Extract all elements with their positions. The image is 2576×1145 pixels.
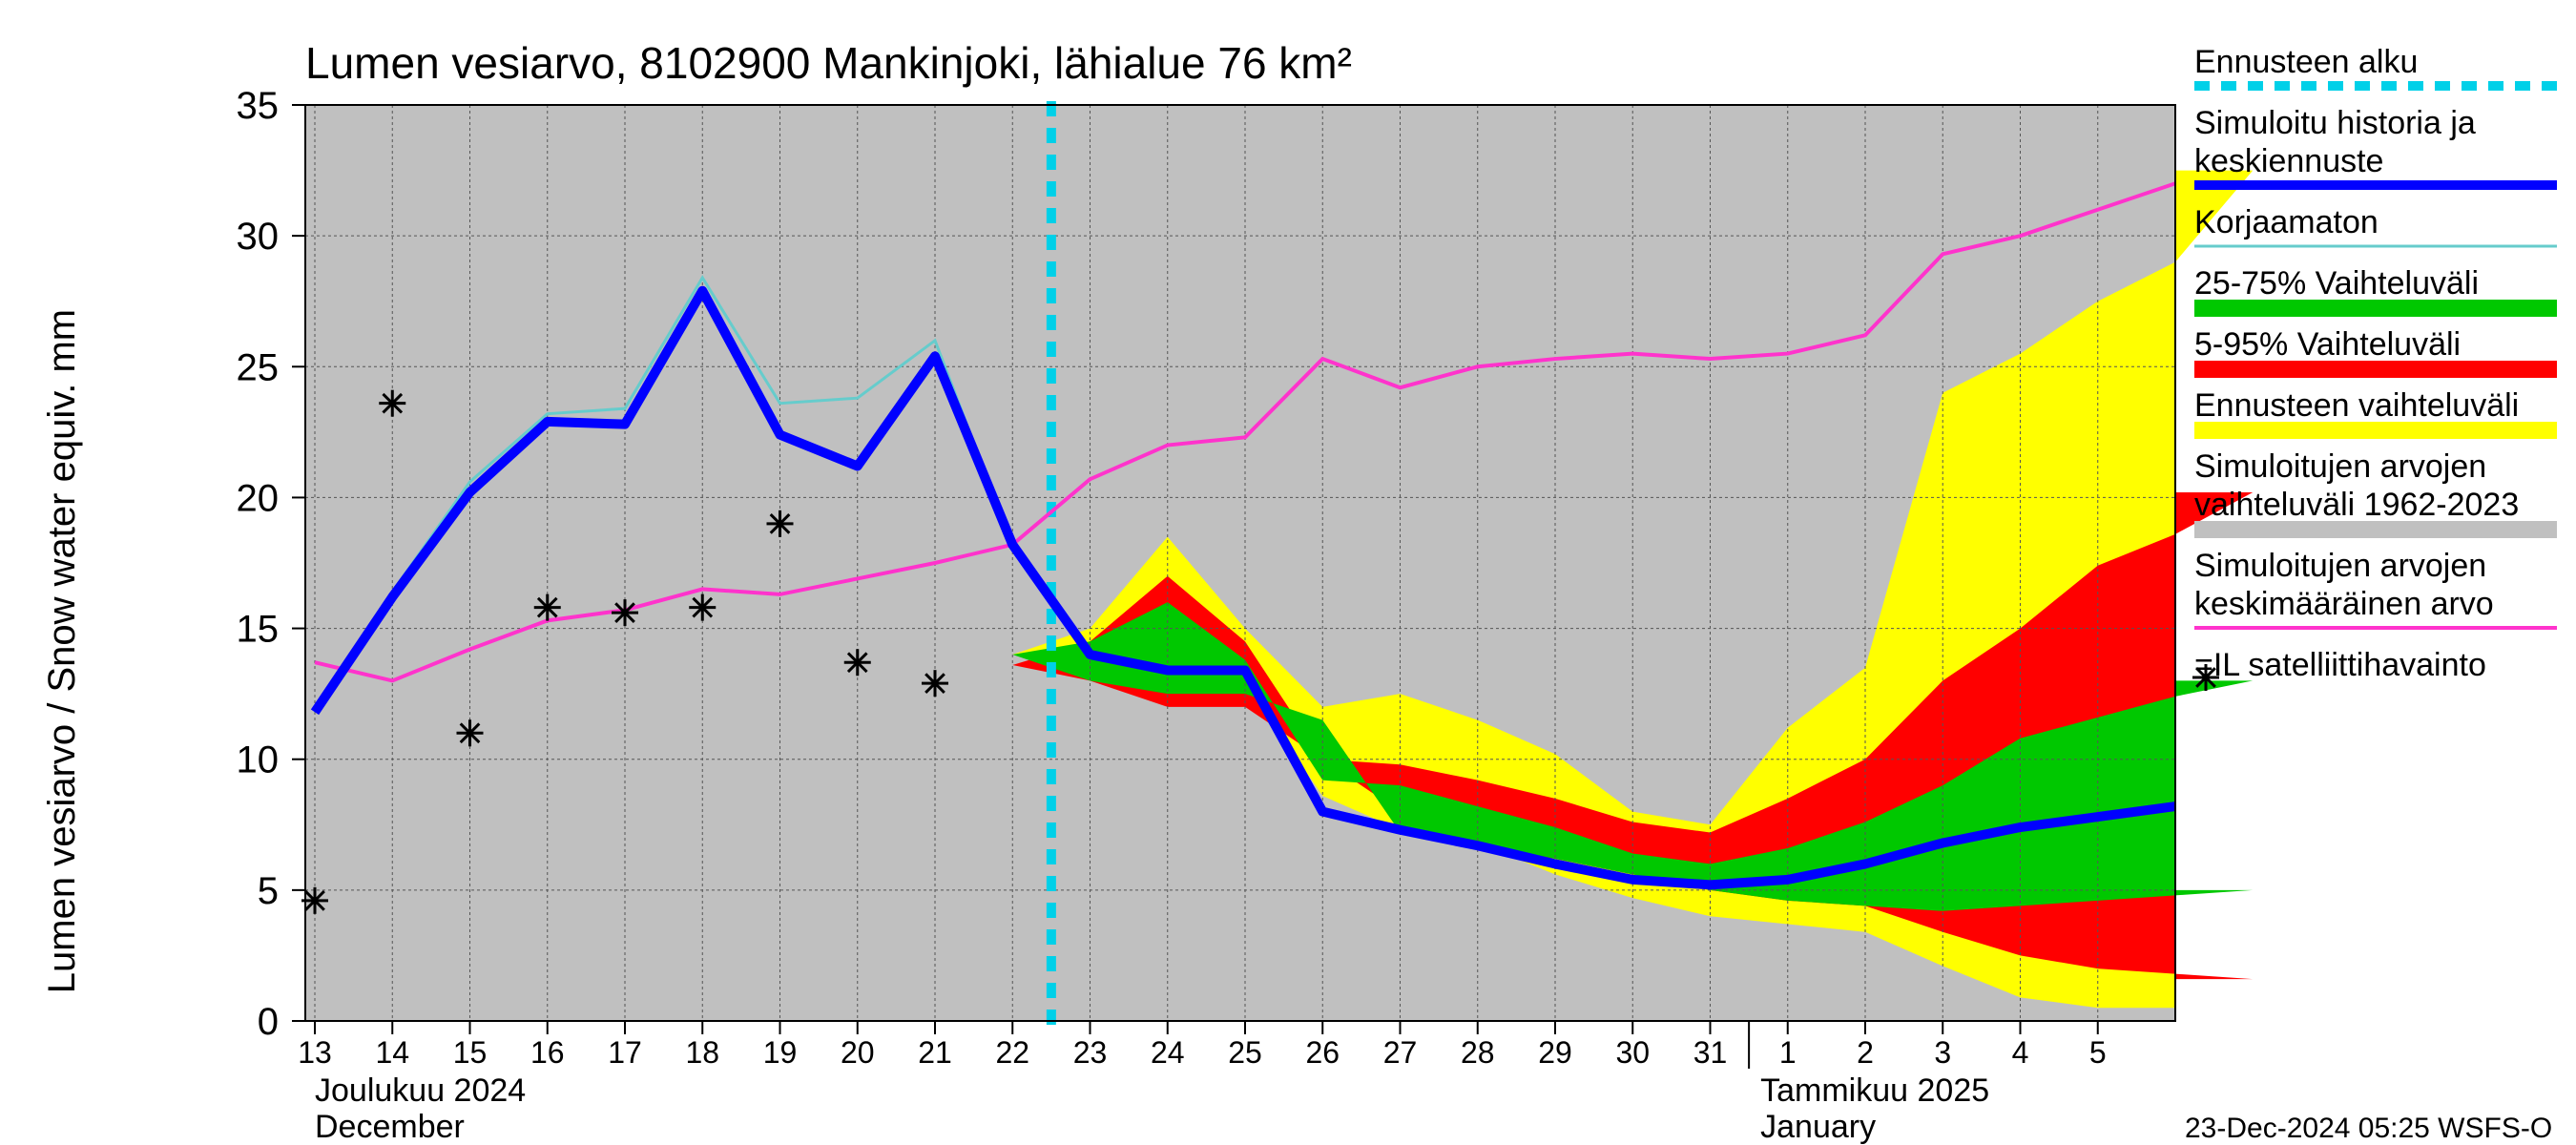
legend: Ennusteen alkuSimuloitu historia jakeski…: [2192, 44, 2557, 691]
legend-label: 25-75% Vaihteluväli: [2194, 265, 2479, 302]
y-tick-label: 15: [237, 609, 280, 651]
y-tick-label: 35: [237, 85, 280, 127]
legend-swatch: [2194, 521, 2557, 538]
footer-timestamp: 23-Dec-2024 05:25 WSFS-O: [2185, 1113, 2552, 1144]
x-tick-label: 1: [1779, 1035, 1797, 1070]
snow-water-equiv-chart: 0510152025303513141516171819202122232425…: [0, 0, 2576, 1145]
x-tick-label: 23: [1073, 1035, 1108, 1070]
x-tick-label: 4: [2012, 1035, 2029, 1070]
x-tick-label: 18: [685, 1035, 719, 1070]
x-tick-label: 31: [1693, 1035, 1728, 1070]
x-tick-label: 24: [1151, 1035, 1185, 1070]
legend-label: Simuloitujen arvojen: [2194, 548, 2486, 584]
chart-container: 0510152025303513141516171819202122232425…: [0, 0, 2576, 1145]
y-tick-label: 5: [258, 870, 279, 912]
x-tick-label: 15: [453, 1035, 488, 1070]
legend-swatch: [2194, 361, 2557, 378]
x-tick-label: 22: [995, 1035, 1029, 1070]
legend-label: Ennusteen vaihteluväli: [2194, 387, 2519, 424]
x-tick-label: 26: [1305, 1035, 1340, 1070]
month-label-left-1: Joulukuu 2024: [315, 1072, 526, 1109]
x-tick-label: 3: [1934, 1035, 1951, 1070]
x-tick-label: 27: [1383, 1035, 1418, 1070]
legend-label: keskiennuste: [2194, 143, 2383, 179]
x-tick-label: 20: [841, 1035, 875, 1070]
satellite-marker: [844, 649, 871, 676]
x-tick-label: 13: [298, 1035, 332, 1070]
y-tick-label: 20: [237, 477, 280, 519]
y-tick-label: 10: [237, 739, 280, 781]
y-tick-label: 30: [237, 216, 280, 258]
legend-label: Korjaamaton: [2194, 204, 2379, 240]
satellite-marker: [922, 670, 948, 697]
legend-label: keskimääräinen arvo: [2194, 586, 2494, 622]
month-label-right-2: January: [1760, 1109, 1876, 1145]
x-tick-label: 5: [2089, 1035, 2107, 1070]
satellite-marker: [534, 594, 561, 621]
legend-label: vaihteluväli 1962-2023: [2194, 487, 2519, 523]
legend-swatch: [2194, 422, 2557, 439]
satellite-marker: [457, 719, 484, 746]
x-tick-label: 16: [530, 1035, 565, 1070]
satellite-marker: [689, 594, 716, 621]
legend-swatch: [2194, 300, 2557, 317]
x-tick-label: 25: [1228, 1035, 1262, 1070]
x-tick-label: 17: [608, 1035, 642, 1070]
x-tick-label: 30: [1615, 1035, 1650, 1070]
satellite-marker: [612, 599, 638, 626]
x-tick-label: 29: [1538, 1035, 1572, 1070]
satellite-marker: [767, 510, 794, 537]
legend-satellite: [2192, 664, 2219, 691]
month-label-right-1: Tammikuu 2025: [1760, 1072, 1989, 1109]
y-axis-label: Lumen vesiarvo / Snow water equiv. mm: [41, 309, 83, 993]
chart-title: Lumen vesiarvo, 8102900 Mankinjoki, lähi…: [305, 38, 1352, 88]
month-label-left-2: December: [315, 1109, 465, 1145]
y-tick-label: 25: [237, 346, 280, 388]
x-tick-label: 2: [1857, 1035, 1874, 1070]
legend-label: 5-95% Vaihteluväli: [2194, 326, 2461, 363]
chart-page: 0510152025303513141516171819202122232425…: [0, 0, 2576, 1145]
legend-label: Simuloitu historia ja: [2194, 105, 2476, 141]
x-tick-label: 21: [918, 1035, 952, 1070]
satellite-marker: [379, 390, 405, 417]
x-tick-label: 19: [763, 1035, 798, 1070]
legend-label: =IL satelliittihavainto: [2194, 647, 2486, 683]
x-tick-label: 28: [1461, 1035, 1495, 1070]
legend-label: Simuloitujen arvojen: [2194, 448, 2486, 485]
legend-label: Ennusteen alku: [2194, 44, 2418, 80]
y-tick-label: 0: [258, 1001, 279, 1043]
x-tick-label: 14: [375, 1035, 409, 1070]
